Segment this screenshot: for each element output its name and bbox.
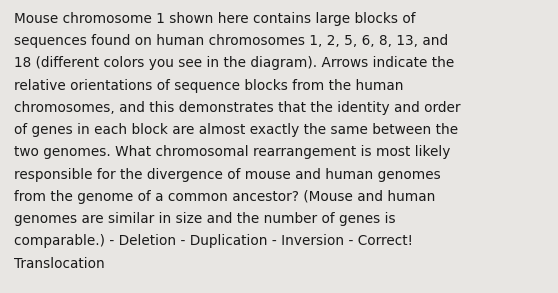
Text: chromosomes, and this demonstrates that the identity and order: chromosomes, and this demonstrates that … — [14, 101, 460, 115]
Text: Mouse chromosome 1 shown here contains large blocks of: Mouse chromosome 1 shown here contains l… — [14, 12, 416, 26]
Text: from the genome of a common ancestor? (Mouse and human: from the genome of a common ancestor? (M… — [14, 190, 435, 204]
Text: two genomes. What chromosomal rearrangement is most likely: two genomes. What chromosomal rearrangem… — [14, 145, 450, 159]
Text: responsible for the divergence of mouse and human genomes: responsible for the divergence of mouse … — [14, 168, 441, 182]
Text: relative orientations of sequence blocks from the human: relative orientations of sequence blocks… — [14, 79, 403, 93]
Text: 18 (different colors you see in the diagram). Arrows indicate the: 18 (different colors you see in the diag… — [14, 56, 454, 70]
Text: genomes are similar in size and the number of genes is: genomes are similar in size and the numb… — [14, 212, 396, 226]
Text: sequences found on human chromosomes 1, 2, 5, 6, 8, 13, and: sequences found on human chromosomes 1, … — [14, 34, 448, 48]
Text: comparable.) - Deletion - Duplication - Inversion - Correct!: comparable.) - Deletion - Duplication - … — [14, 234, 413, 248]
Text: Translocation: Translocation — [14, 257, 105, 271]
Text: of genes in each block are almost exactly the same between the: of genes in each block are almost exactl… — [14, 123, 458, 137]
